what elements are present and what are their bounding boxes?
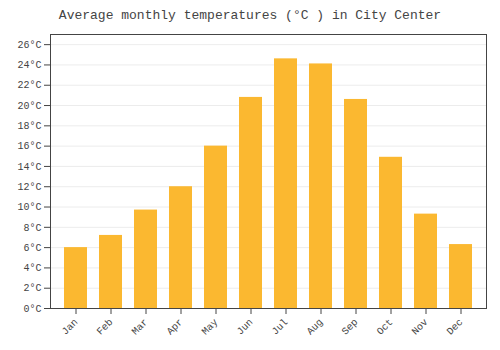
svg-text:18°C: 18°C [17,121,41,132]
html-text:Average monthly temperatures (: Average monthly temperatures (°C ) in Ci… [58,8,442,23]
svg-text:Nov: Nov [410,317,431,338]
svg-text:2°C: 2°C [23,283,41,294]
svg-text:14°C: 14°C [17,162,41,173]
svg-text:Oct: Oct [375,317,396,338]
svg-text:24°C: 24°C [17,60,41,71]
svg-text:Mar: Mar [130,317,151,338]
svg-text:Sep: Sep [340,317,361,338]
svg-text:Feb: Feb [95,317,116,338]
svg-text:20°C: 20°C [17,101,41,112]
svg-text:May: May [200,317,221,338]
svg-text:4°C: 4°C [23,263,41,274]
svg-text:12°C: 12°C [17,182,41,193]
svg-text:16°C: 16°C [17,141,41,152]
svg-text:22°C: 22°C [17,80,41,91]
svg-text:8°C: 8°C [23,223,41,234]
svg-text:6°C: 6°C [23,243,41,254]
svg-text:Aug: Aug [305,317,326,338]
svg-text:Jan: Jan [60,317,81,338]
svg-text:Jul: Jul [270,317,291,338]
svg-text:Jun: Jun [235,317,256,338]
svg-text:0°C: 0°C [23,304,41,315]
svg-text:Dec: Dec [445,317,466,338]
svg-text:10°C: 10°C [17,202,41,213]
svg-text:Apr: Apr [165,317,186,338]
svg-text:26°C: 26°C [17,40,41,51]
